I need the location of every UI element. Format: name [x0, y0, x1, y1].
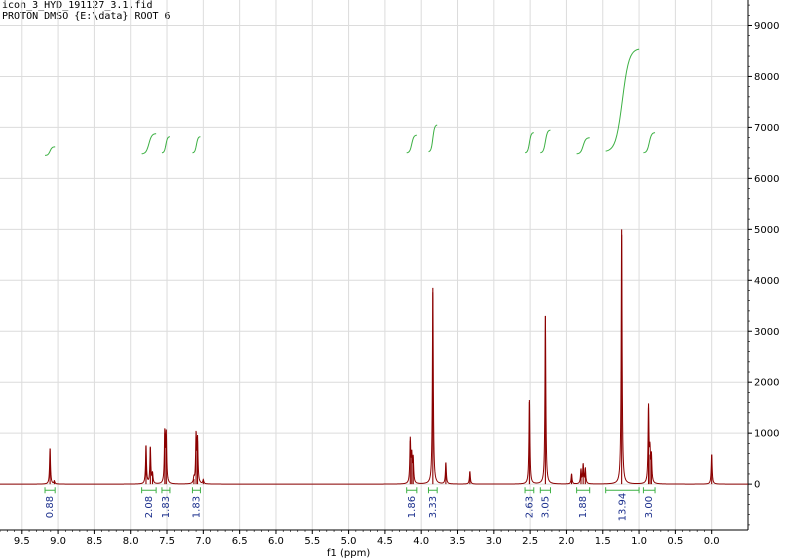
x-tick-label: 3.5 [450, 536, 466, 547]
integral-brackets [44, 487, 656, 494]
integral-value-label: 2.63 [524, 496, 535, 518]
integral-curve [406, 134, 417, 154]
y-tick-label: 7000 [754, 123, 779, 134]
x-tick-label: 0.0 [704, 536, 720, 547]
spectrum-filename: icon_3_HYD_191127_3.1.fid [2, 0, 153, 11]
integral-value-label: 13.94 [617, 493, 628, 522]
integral-curve [192, 136, 201, 154]
y-tick-label: 4000 [754, 276, 779, 287]
integral-curve [141, 133, 157, 155]
integral-curve [428, 124, 438, 153]
y-tick-label: 8000 [754, 72, 779, 83]
spectrum-parameters: PROTON DMSO {E:\data} ROOT 6 [2, 11, 171, 22]
integral-value-label: 0.88 [45, 496, 56, 518]
x-tick-label: 1.0 [631, 536, 647, 547]
integral-value-label: 1.86 [407, 496, 418, 518]
x-tick-label: 2.0 [558, 536, 574, 547]
x-tick-label: 1.5 [595, 536, 611, 547]
x-tick-label: 5.5 [304, 536, 320, 547]
y-tick-label: 2000 [754, 378, 779, 389]
integral-curve [540, 129, 551, 154]
y-tick-label: 3000 [754, 327, 779, 338]
y-tick-label: 5000 [754, 225, 779, 236]
integral-value-label: 2.08 [144, 496, 155, 518]
y-tick-label: 0 [754, 480, 760, 491]
x-tick-label: 9.0 [50, 536, 66, 547]
tick-labels: 9.5 9.0 8.5 8.0 7.5 7.0 6.5 6.0 5.5 5.0 4.5 4.0 3.5 3… [14, 21, 780, 558]
x-tick-label: 6.5 [232, 536, 248, 547]
x-tick-label: 8.0 [123, 536, 139, 547]
integral-value-label: 3.00 [644, 496, 655, 518]
integral-curve [643, 132, 656, 154]
grid-lines [0, 0, 748, 530]
integral-value-label: 1.83 [191, 496, 202, 518]
x-tick-label: 4.5 [377, 536, 393, 547]
axes [0, 0, 752, 534]
integral-curve [576, 137, 590, 155]
x-tick-label: 7.5 [159, 536, 175, 547]
x-tick-label: 8.5 [86, 536, 102, 547]
x-tick-label: 3.0 [486, 536, 502, 547]
integral-value-label: 3.33 [428, 496, 439, 518]
x-tick-label: 5.0 [341, 536, 357, 547]
x-tick-label: 4.0 [413, 536, 429, 547]
spectrum-line [0, 234, 748, 485]
integral-value-label: 3.05 [540, 496, 551, 518]
integral-curves [45, 48, 656, 156]
integral-curve [524, 132, 534, 154]
x-tick-label: 2.5 [522, 536, 538, 547]
y-tick-label: 6000 [754, 174, 779, 185]
x-tick-label: 6.0 [268, 536, 284, 547]
y-tick-label: 1000 [754, 429, 779, 440]
integral-value-label: 1.83 [161, 496, 172, 518]
x-axis-title: f1 (ppm) [327, 548, 370, 558]
x-tick-label: 0.5 [667, 536, 683, 547]
integral-value-label: 1.88 [578, 496, 589, 518]
spectrum-trace [0, 229, 748, 485]
integral-curve [45, 146, 56, 156]
x-tick-label: 9.5 [14, 536, 30, 547]
x-tick-label: 7.0 [195, 536, 211, 547]
integral-curve [161, 136, 171, 154]
y-tick-label: 9000 [754, 21, 779, 32]
integral-curve [605, 48, 640, 152]
